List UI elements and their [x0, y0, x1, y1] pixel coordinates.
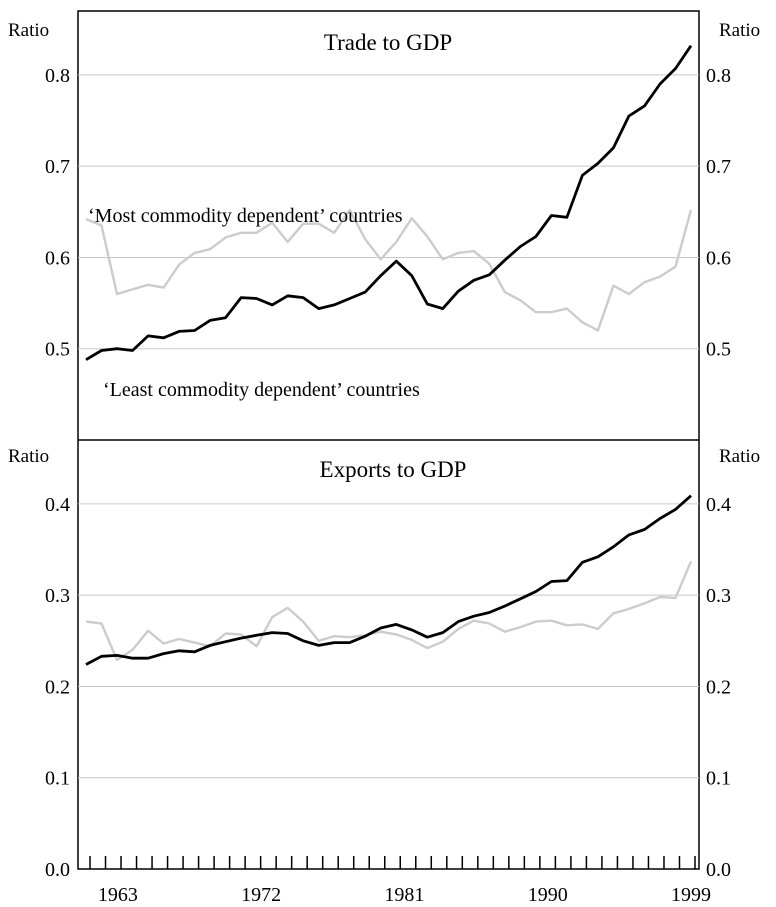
- series-line-most-dependent: [85, 208, 693, 332]
- y-tick-label-left: 0.0: [45, 859, 70, 881]
- x-axis-ticks: 1963 1972 1981 1990 1999: [89, 856, 711, 906]
- series-line-least-dependent: [85, 494, 692, 666]
- series-line-least-dependent: [85, 44, 693, 361]
- x-tick-label: 1981: [384, 884, 424, 906]
- x-tick-label: 1963: [98, 884, 138, 906]
- y-tick-label-left: 0.2: [45, 676, 70, 698]
- y-tick-label-right: 0.0: [706, 859, 731, 881]
- exports-ylabel-left: Ratio: [8, 446, 49, 467]
- trade-title: Trade to GDP: [324, 30, 452, 55]
- annotation-least-dependent: ‘Least commodity dependent’ countries: [103, 379, 420, 401]
- exports-series: [85, 494, 693, 666]
- x-tick-label: 1972: [241, 884, 281, 906]
- y-tick-label-right: 0.5: [706, 339, 731, 361]
- trade-series: [85, 44, 693, 361]
- exports-ylabel-right: Ratio: [719, 446, 760, 467]
- y-tick-label-right: 0.8: [706, 65, 731, 87]
- series-line-most-dependent: [85, 560, 693, 662]
- x-tick-label: 1990: [528, 884, 568, 906]
- exports-grid: [78, 503, 699, 779]
- exports-y-ticks: 0.0 0.0 0.1 0.1 0.2 0.2 0.3 0.3 0.4 0.4: [45, 494, 731, 881]
- exports-title: Exports to GDP: [320, 457, 467, 482]
- y-tick-label-left: 0.8: [45, 65, 70, 87]
- y-tick-label-right: 0.7: [706, 156, 731, 178]
- y-tick-label-right: 0.2: [706, 676, 731, 698]
- trade-to-gdp-panel: 0.5 0.5 0.6 0.6 0.7 0.7 0.8 0.8 Trade to GDP Ra…: [8, 20, 760, 401]
- y-tick-label-left: 0.1: [45, 768, 70, 790]
- annotation-most-dependent: ‘Most commodity dependent’ countries: [88, 205, 403, 227]
- trade-ylabel-right: Ratio: [719, 20, 760, 41]
- y-tick-label-left: 0.6: [45, 247, 70, 269]
- exports-to-gdp-panel: 0.0 0.00.1 0.10.2 0.20.3 0.30.4 0.4 1963 1972 1…: [8, 446, 760, 906]
- y-tick-label-right: 0.3: [706, 585, 731, 607]
- y-tick-label-right: 0.4: [706, 494, 731, 516]
- y-tick-label-left: 0.4: [45, 494, 70, 516]
- y-tick-label-right: 0.1: [706, 768, 731, 790]
- y-tick-label-left: 0.7: [45, 156, 70, 178]
- y-tick-label-right: 0.6: [706, 247, 731, 269]
- y-tick-label-left: 0.3: [45, 585, 70, 607]
- trade-y-ticks: 0.5 0.5 0.6 0.6 0.7 0.7 0.8 0.8: [45, 65, 731, 361]
- trade-ylabel-left: Ratio: [8, 20, 49, 41]
- y-tick-label-left: 0.5: [45, 339, 70, 361]
- x-tick-label: 1999: [671, 884, 711, 906]
